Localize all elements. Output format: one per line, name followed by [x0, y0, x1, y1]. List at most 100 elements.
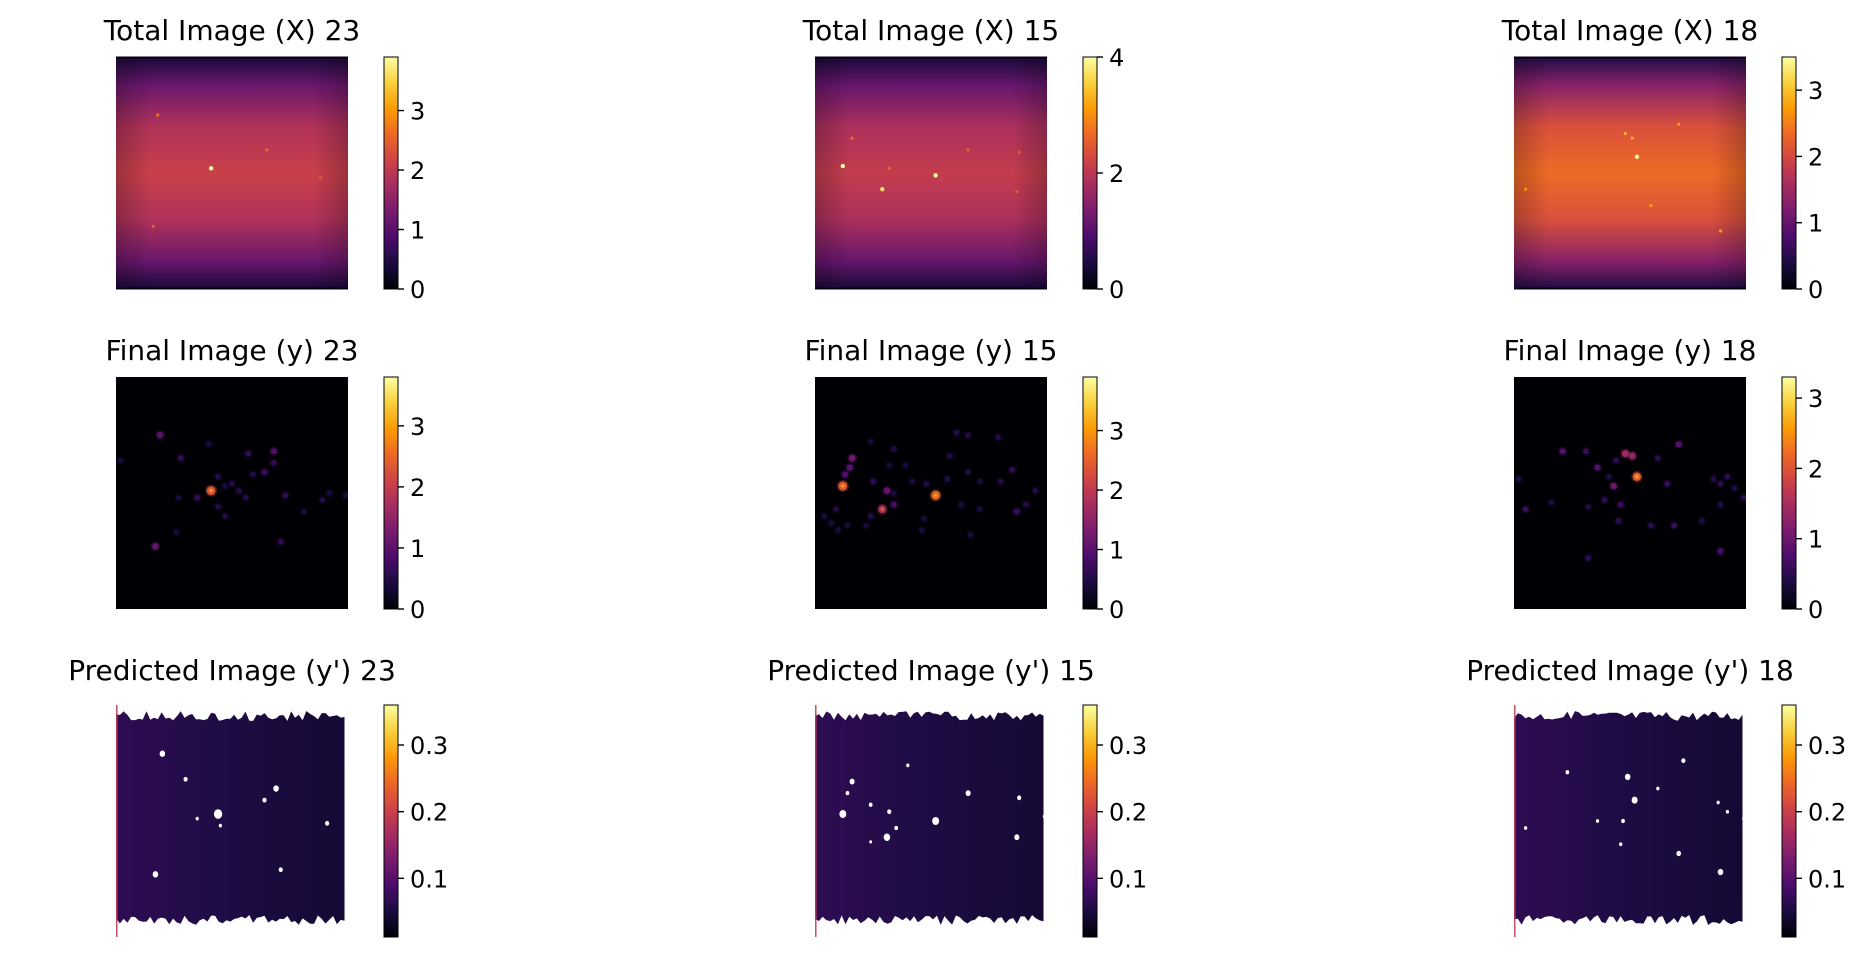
hotspot [966, 148, 970, 152]
point-core [841, 484, 845, 488]
hotspot [1630, 136, 1634, 140]
point-source [846, 464, 853, 471]
point-source [1585, 555, 1591, 561]
point-source [958, 502, 964, 508]
point-source [301, 509, 307, 515]
heatmap-image [116, 377, 348, 609]
colorbar-tick-label: 0 [410, 596, 425, 624]
point-source [176, 495, 182, 501]
hotspot [265, 148, 269, 152]
masked-spot [1676, 850, 1682, 857]
point-source [1023, 501, 1029, 508]
point-source [343, 492, 348, 498]
point-source [277, 538, 284, 545]
heatmap-image [116, 57, 348, 289]
colorbar-tick-label: 0.1 [1808, 865, 1846, 893]
colorbar-tick-label: 0.3 [1808, 732, 1846, 760]
point-source [891, 490, 897, 496]
colorbar-tick-label: 0.3 [410, 732, 448, 760]
point-source [206, 441, 212, 447]
colorbar [1083, 705, 1097, 937]
masked-spot [152, 871, 159, 878]
point-source [1548, 499, 1554, 505]
point-source [1559, 448, 1566, 455]
image-background [116, 377, 348, 609]
masked-spot [869, 840, 873, 844]
point-source [156, 431, 164, 439]
colorbar-tick-label: 0 [1109, 596, 1124, 624]
point-core [880, 507, 884, 511]
point-source [1615, 518, 1622, 524]
point-source [886, 462, 892, 468]
point-source [1710, 476, 1717, 482]
hotspot [151, 224, 155, 228]
colorbar-frame [1781, 376, 1797, 610]
point-source [909, 478, 915, 484]
panel-predicted-3: Predicted Image (y') 18 0.1 0.2 0.3 [1466, 654, 1846, 938]
panel-final-3: Final Image (y) 18 0 1 2 3 [1504, 334, 1824, 624]
masked-spot [849, 778, 855, 785]
point-source [997, 478, 1004, 485]
hotspot [208, 166, 214, 171]
point-source [1717, 548, 1724, 554]
point-core [1635, 475, 1639, 479]
colorbar-tick-label: 0 [410, 276, 425, 304]
point-source [919, 527, 925, 533]
point-source [271, 460, 277, 466]
colorbar-tick-label: 3 [1808, 77, 1823, 105]
point-source [270, 448, 277, 455]
colorbar-tick-label: 1 [410, 217, 425, 245]
prediction-region [116, 707, 345, 937]
point-source [326, 490, 332, 496]
colorbar [1782, 377, 1796, 609]
masked-spot [218, 823, 223, 828]
colorbar-tick-label: 0 [1109, 276, 1124, 304]
point-source [215, 504, 221, 510]
colorbar-tick-label: 0.1 [1109, 865, 1147, 893]
colorbar-frame [1082, 376, 1098, 610]
panel-final-1: Final Image (y) 23 0 1 2 3 [106, 334, 426, 624]
hotspot [933, 173, 938, 178]
point-source [1648, 522, 1654, 529]
point-source [995, 434, 1001, 440]
point-source [250, 471, 256, 478]
point-source [1628, 452, 1636, 460]
colorbar-tick-label: 1 [410, 535, 425, 563]
masked-spot [883, 833, 891, 841]
colorbar-tick-label: 2 [1808, 455, 1823, 483]
masked-spot [1621, 818, 1625, 824]
hotspot [1623, 131, 1627, 136]
colorbar-tick-label: 3 [1109, 418, 1124, 446]
panel-title: Final Image (y) 15 [805, 334, 1058, 367]
colorbar-tick-label: 1 [1808, 210, 1823, 238]
masked-spot [159, 750, 166, 757]
colorbar-tick-label: 0.3 [1109, 732, 1147, 760]
panel-predicted-1: Predicted Image (y') 23 0.1 0.2 0.3 [68, 654, 448, 938]
edge-shading [815, 57, 1047, 289]
hotspot [1718, 229, 1723, 233]
point-source [965, 469, 971, 475]
point-source [215, 474, 221, 480]
hotspot [1017, 150, 1021, 154]
image-background [1514, 377, 1746, 609]
hotspot [1524, 187, 1528, 191]
point-source [848, 454, 856, 462]
colorbar-tick-label: 1 [1808, 526, 1823, 554]
point-source [977, 506, 983, 512]
panel-total-3: Total Image (X) 18 0 1 2 3 [1501, 14, 1824, 304]
masked-spot [1725, 809, 1730, 814]
point-source [1516, 476, 1522, 482]
point-source [1617, 501, 1624, 508]
masked-spot [1681, 758, 1686, 764]
point-source [833, 506, 839, 512]
colorbar-tick-label: 0.2 [1808, 799, 1846, 827]
point-source [1717, 481, 1724, 487]
point-source [1621, 450, 1629, 458]
point-source [229, 481, 235, 487]
masked-spot [1042, 814, 1047, 819]
masked-spot [1619, 842, 1623, 847]
colorbar-tick-label: 1 [1109, 537, 1124, 565]
point-source [118, 457, 124, 464]
colorbar-tick-label: 3 [410, 98, 425, 126]
point-source [178, 455, 184, 461]
